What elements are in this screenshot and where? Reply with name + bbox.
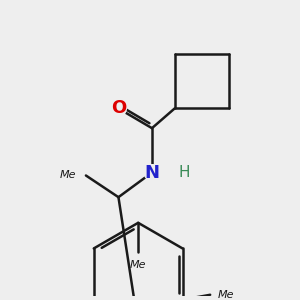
Circle shape xyxy=(144,165,160,180)
Circle shape xyxy=(111,100,126,116)
Text: N: N xyxy=(145,164,160,181)
Text: Me: Me xyxy=(218,290,235,300)
Text: O: O xyxy=(111,99,126,117)
Text: H: H xyxy=(179,165,190,180)
Text: Me: Me xyxy=(130,260,146,270)
Text: Me: Me xyxy=(60,170,76,181)
